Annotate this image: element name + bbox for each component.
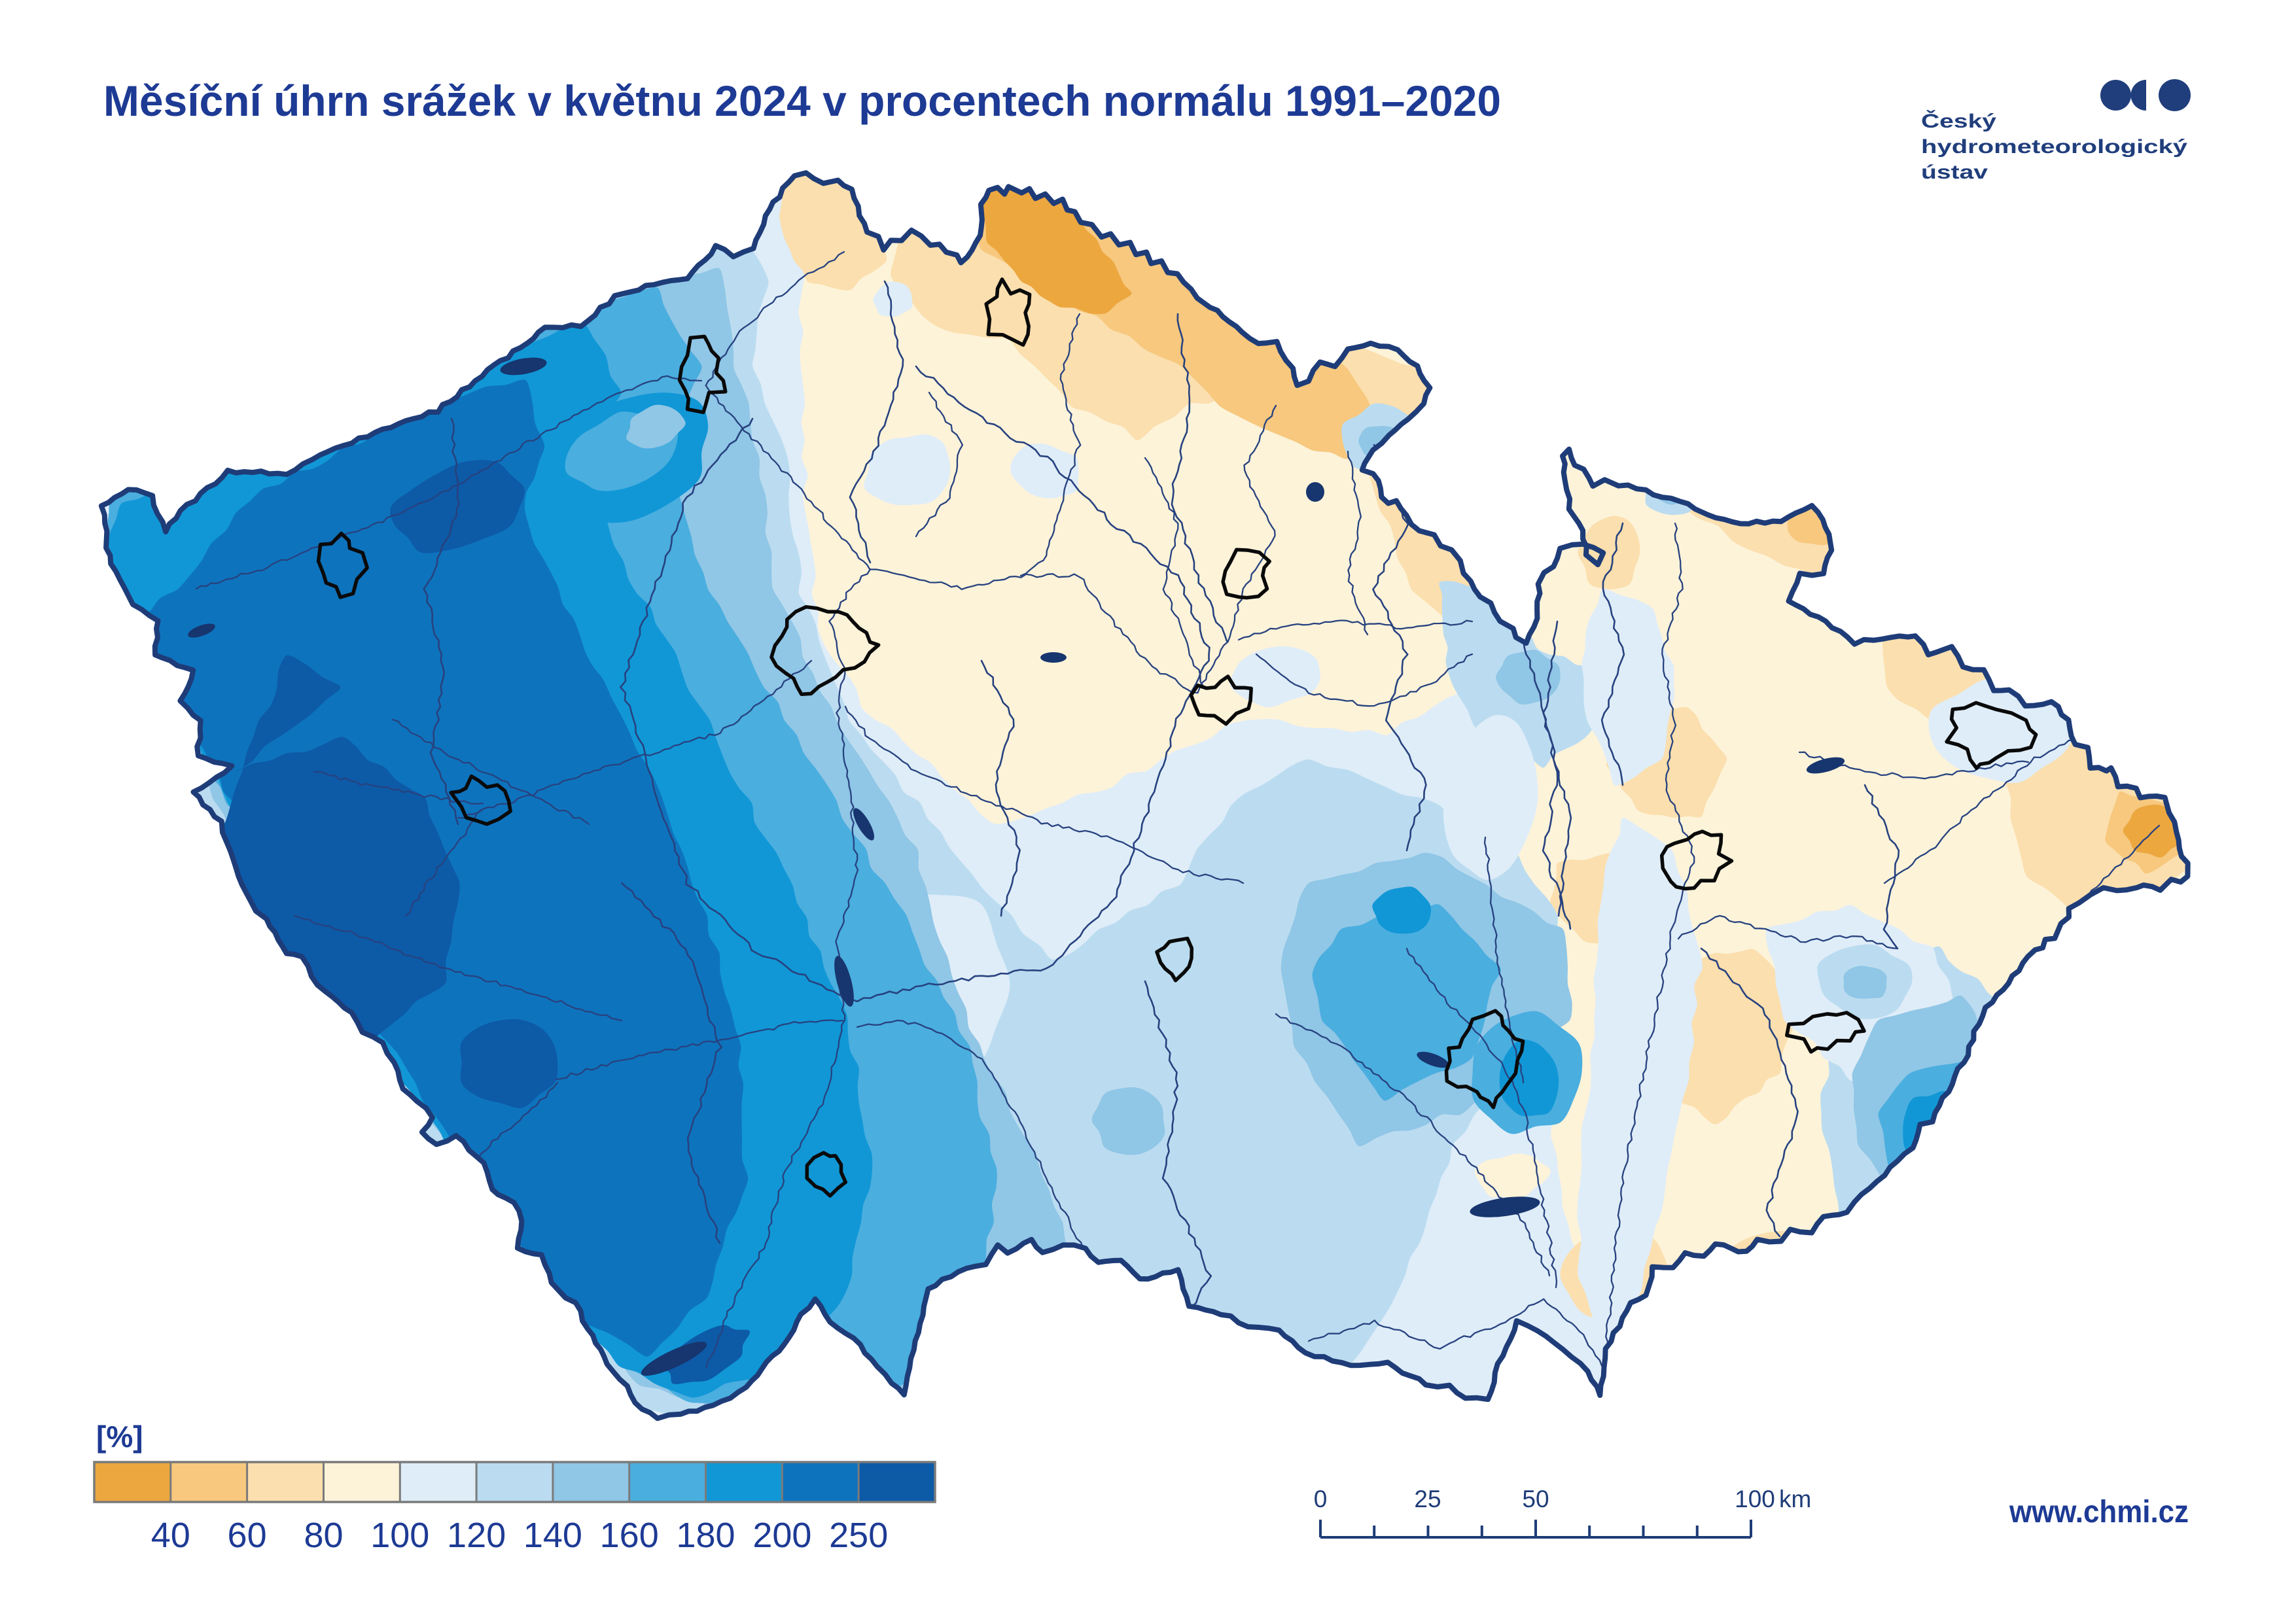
svg-text:40: 40	[151, 1516, 190, 1555]
svg-text:140: 140	[523, 1516, 582, 1555]
svg-text:www.chmi.cz: www.chmi.cz	[2009, 1495, 2189, 1529]
svg-text:hydrometeorologický: hydrometeorologický	[1921, 136, 2187, 158]
svg-text:Měsíční úhrn srážek v květnu 2: Měsíční úhrn srážek v květnu 2024 v proc…	[103, 77, 1501, 125]
svg-text:160: 160	[600, 1516, 659, 1555]
svg-text:200: 200	[752, 1516, 811, 1555]
svg-text:km: km	[1779, 1486, 1811, 1512]
svg-text:[%]: [%]	[96, 1420, 143, 1454]
svg-text:0: 0	[1314, 1486, 1328, 1512]
svg-text:ústav: ústav	[1921, 162, 1988, 183]
svg-text:60: 60	[228, 1516, 267, 1555]
svg-text:180: 180	[676, 1516, 735, 1555]
svg-text:80: 80	[304, 1516, 343, 1555]
svg-text:100: 100	[370, 1516, 429, 1555]
svg-text:25: 25	[1414, 1486, 1441, 1512]
svg-text:120: 120	[447, 1516, 506, 1555]
svg-text:250: 250	[829, 1516, 888, 1555]
svg-text:Český: Český	[1921, 110, 1996, 132]
svg-text:100: 100	[1735, 1486, 1775, 1512]
svg-text:50: 50	[1522, 1486, 1549, 1512]
